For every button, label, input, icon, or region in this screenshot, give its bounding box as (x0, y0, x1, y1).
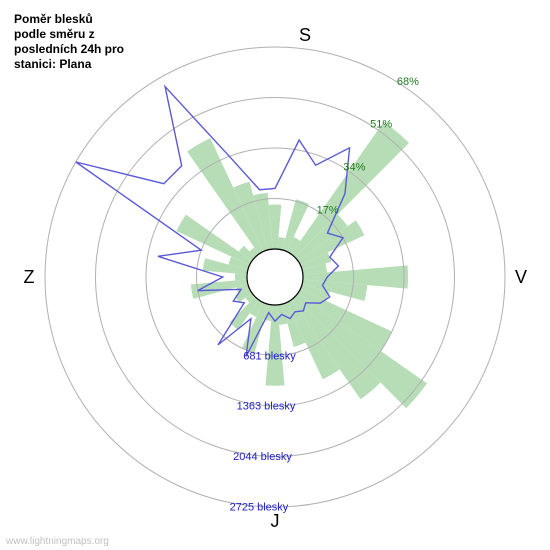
attribution: www.lightningmaps.org (6, 536, 109, 547)
bar-sector (235, 274, 247, 281)
polar-chart: 17% 34% 51% 68% 681 blesky 1363 blesky 2044 bl… (0, 0, 550, 550)
cardinal-j: J (271, 511, 280, 531)
pct-label: 34% (343, 162, 365, 174)
hub (247, 249, 303, 305)
pct-label: 51% (370, 119, 392, 131)
count-label: 1363 blesky (237, 401, 296, 413)
count-label: 2725 blesky (230, 501, 289, 513)
chart-title: Poměr blesků podle směru z posledních 24… (14, 12, 124, 72)
cardinal-v: V (515, 267, 527, 287)
pct-label: 68% (397, 76, 419, 88)
cardinal-z: Z (24, 267, 35, 287)
cardinal-s: S (299, 25, 311, 45)
count-label: 2044 blesky (233, 451, 292, 463)
count-label: 681 blesky (243, 350, 296, 362)
pct-label: 17% (317, 204, 339, 216)
